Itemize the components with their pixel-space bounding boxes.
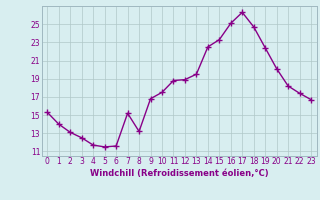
X-axis label: Windchill (Refroidissement éolien,°C): Windchill (Refroidissement éolien,°C) [90,169,268,178]
